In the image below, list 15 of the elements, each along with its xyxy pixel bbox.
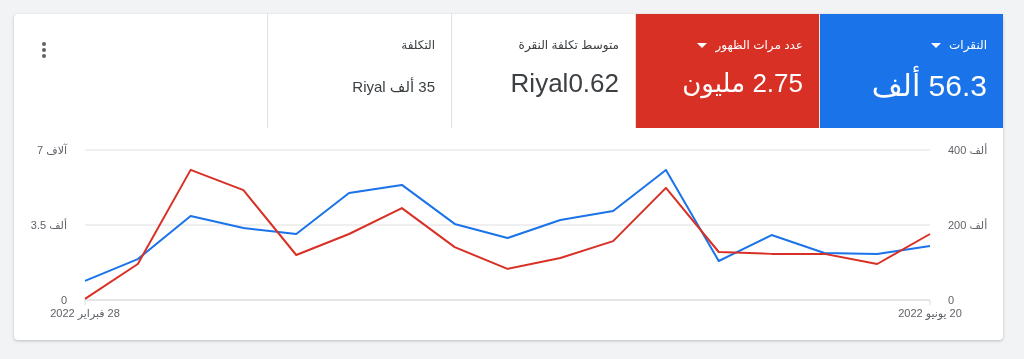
- category-label: عدد مرات الظهور: [715, 38, 803, 52]
- category-label: التكلفة: [401, 38, 435, 52]
- y-tick-label: 3.5 ألف: [30, 217, 67, 231]
- y2-tick-label: 400 ألف: [948, 142, 988, 156]
- text: Riyal0.62: [510, 68, 619, 98]
- y-tick-label: 0: [60, 293, 67, 306]
- x-tick-label: 20 يونيو 2022: [898, 307, 962, 320]
- y2-tick-label: 0: [948, 293, 955, 306]
- text: 2.75 مليون: [682, 68, 803, 98]
- category-label: متوسط تكلفة النقرة: [518, 38, 619, 52]
- text: 35 ألف Riyal: [352, 78, 435, 95]
- x-tick-label: 28 فبراير 2022: [50, 307, 120, 320]
- category-label: النقرات: [949, 38, 987, 52]
- y2-tick-label: 200 ألف: [948, 217, 988, 231]
- y-tick-label: 7 آلاف: [37, 142, 68, 156]
